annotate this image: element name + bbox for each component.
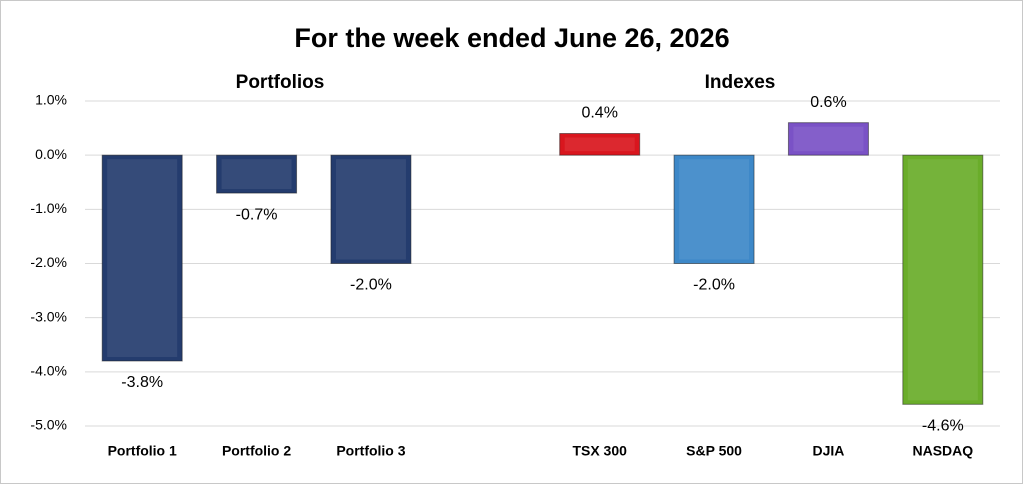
y-tick-label: 0.0% <box>35 146 67 162</box>
y-tick-label: -2.0% <box>30 254 67 270</box>
bar-bevel <box>679 159 750 260</box>
y-tick-label: -1.0% <box>30 200 67 216</box>
x-tick-label: DJIA <box>812 443 844 459</box>
bar <box>559 133 641 156</box>
x-tick-label: Portfolio 2 <box>222 443 291 459</box>
y-tick-label: 1.0% <box>35 92 67 108</box>
bar-bevel <box>564 137 635 152</box>
bar <box>787 122 869 156</box>
bar-bevel <box>221 159 292 190</box>
bar-bevel <box>335 159 406 260</box>
y-tick-label: -4.0% <box>30 363 67 379</box>
group-label: Portfolios <box>236 72 325 93</box>
bar <box>673 154 755 265</box>
bar <box>216 154 298 194</box>
value-label: -2.0% <box>350 277 392 294</box>
value-label: -2.0% <box>693 277 735 294</box>
x-tick-label: Portfolio 3 <box>336 443 405 459</box>
bar-bevel <box>107 159 178 357</box>
value-label: 0.6% <box>810 94 846 111</box>
bar <box>902 154 984 405</box>
x-tick-label: Portfolio 1 <box>108 443 177 459</box>
value-label: -3.8% <box>121 374 163 391</box>
value-label: 0.4% <box>581 105 617 122</box>
value-label: -4.6% <box>922 418 964 435</box>
x-tick-label: NASDAQ <box>912 443 973 459</box>
x-tick-label: S&P 500 <box>686 443 742 459</box>
bar <box>101 154 183 362</box>
value-label: -0.7% <box>236 206 278 223</box>
bar <box>330 154 412 265</box>
y-tick-label: -3.0% <box>30 308 67 324</box>
bar-bevel <box>907 159 978 401</box>
x-tick-label: TSX 300 <box>572 443 627 459</box>
y-tick-label: -5.0% <box>30 417 67 433</box>
group-label: Indexes <box>705 72 776 93</box>
bar-bevel <box>793 126 864 152</box>
chart-title: For the week ended June 26, 2026 <box>294 23 729 53</box>
